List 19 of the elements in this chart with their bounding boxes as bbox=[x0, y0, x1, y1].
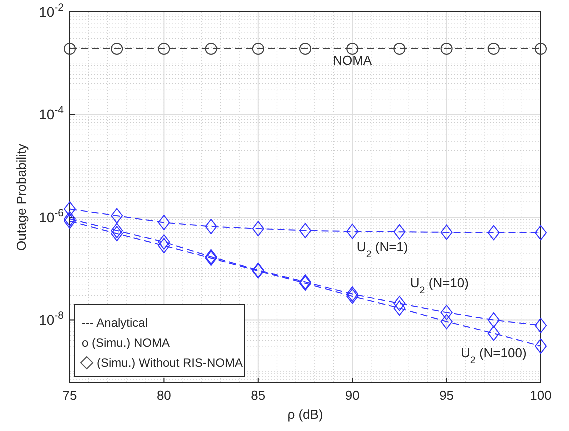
y-axis-title: Outage Probability bbox=[14, 144, 29, 251]
y-tick-label: 10$^{-4}$ bbox=[39, 104, 64, 123]
x-tick-label: 95 bbox=[440, 388, 454, 403]
y-tick-label: 10$^{-8}$ bbox=[39, 310, 64, 328]
y-tick-label: 10$^{-2}$ bbox=[39, 2, 64, 20]
annotation: o (Simu.) NOMA bbox=[82, 336, 170, 350]
series-label: U$_{2}$ (N=100) bbox=[461, 346, 527, 366]
series-label: U$_{2}$ (N=10) bbox=[410, 276, 469, 296]
y-tick-label: 10$^{-6}$ bbox=[39, 207, 64, 226]
annotation: (Simu.) Without RIS-NOMA bbox=[97, 356, 244, 370]
x-tick-label: 90 bbox=[345, 388, 360, 403]
x-tick-label: 80 bbox=[156, 388, 172, 403]
series-label: U$_{2}$ (N=1) bbox=[356, 240, 408, 260]
x-tick-label: 75 bbox=[62, 388, 78, 403]
x-axis-title: ρ (dB) bbox=[288, 407, 324, 422]
x-tick-label: 85 bbox=[251, 388, 266, 403]
x-tick-label: 100 bbox=[530, 388, 552, 403]
annotation: --- Analytical bbox=[82, 316, 148, 330]
series-label: NOMA bbox=[333, 53, 372, 68]
